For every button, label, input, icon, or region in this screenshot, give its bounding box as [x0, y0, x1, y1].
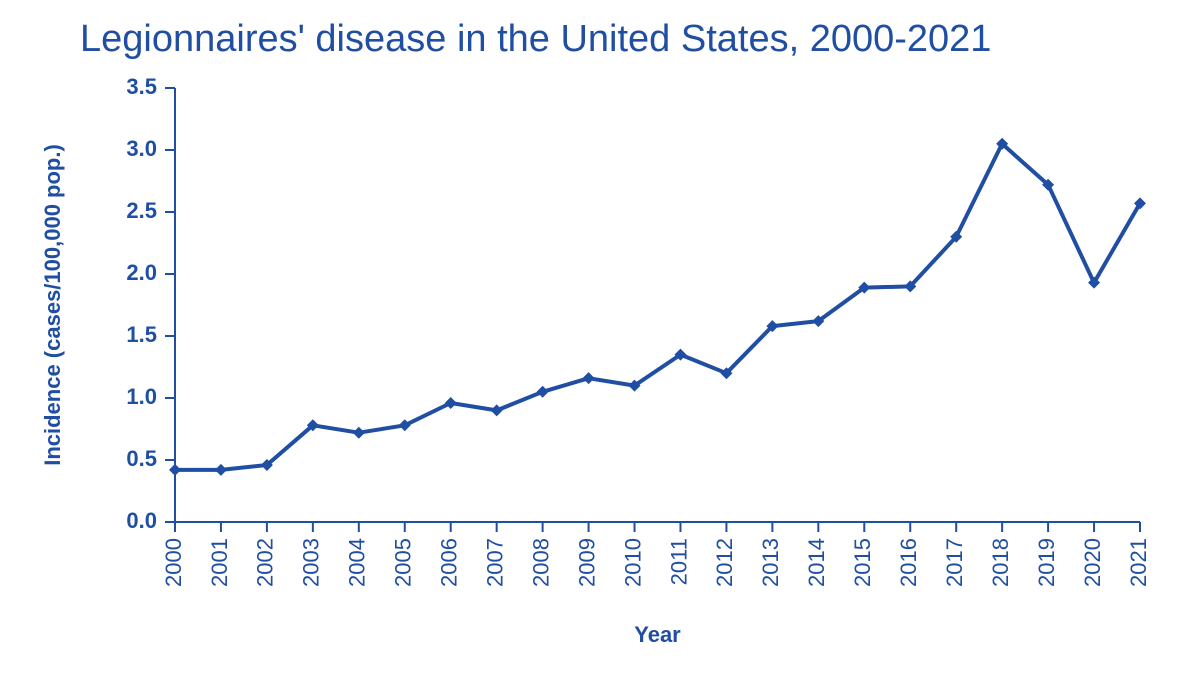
x-tick-label: 2010: [620, 538, 645, 587]
x-tick-label: 2004: [345, 538, 370, 587]
x-tick-label: 2008: [528, 538, 553, 587]
y-tick-label: 2.0: [126, 260, 157, 285]
chart-title: Legionnaires' disease in the United Stat…: [80, 18, 991, 61]
x-tick-label: 2001: [207, 538, 232, 587]
x-tick-label: 2013: [758, 538, 783, 587]
x-tick-label: 2017: [942, 538, 967, 587]
x-tick-label: 2006: [437, 538, 462, 587]
x-tick-label: 2009: [574, 538, 599, 587]
chart-svg: 0.0 0.5 1.0 1.5 2.0 2.5 3.0 3.5 2000 2001 2002 2003…: [0, 0, 1200, 676]
series-line: [175, 144, 1140, 470]
y-tick-label: 2.5: [126, 198, 157, 223]
x-tick-label: 2003: [299, 538, 324, 587]
data-point: [215, 464, 227, 476]
y-tick-label: 0.5: [126, 446, 157, 471]
data-point: [353, 427, 365, 439]
x-tick-label: 2007: [482, 538, 507, 587]
x-tick-label: 2015: [850, 538, 875, 587]
y-tick-label: 1.5: [126, 322, 157, 347]
x-tick-label: 2021: [1126, 538, 1151, 587]
x-axis-title: Year: [634, 622, 681, 647]
x-tick-label: 2020: [1080, 538, 1105, 587]
x-tick-label: 2011: [666, 538, 691, 585]
chart-container: Legionnaires' disease in the United Stat…: [0, 0, 1200, 676]
y-tick-label: 1.0: [126, 384, 157, 409]
x-tick-label: 2005: [391, 538, 416, 587]
x-tick-label: 2018: [988, 538, 1013, 587]
y-tick-label: 0.0: [126, 508, 157, 533]
y-tick-label: 3.5: [126, 74, 157, 99]
x-tick-label: 2002: [253, 538, 278, 587]
data-point: [583, 372, 595, 384]
x-tick-label: 2012: [712, 538, 737, 587]
x-tick-label: 2019: [1034, 538, 1059, 587]
data-point: [169, 464, 181, 476]
data-point: [537, 386, 549, 398]
x-tick-label: 2014: [804, 538, 829, 587]
x-tick-label: 2016: [896, 538, 921, 587]
y-tick-label: 3.0: [126, 136, 157, 161]
x-tick-label: 2000: [161, 538, 186, 587]
y-axis-title: Incidence (cases/100,000 pop.): [40, 144, 65, 466]
data-point: [491, 404, 503, 416]
